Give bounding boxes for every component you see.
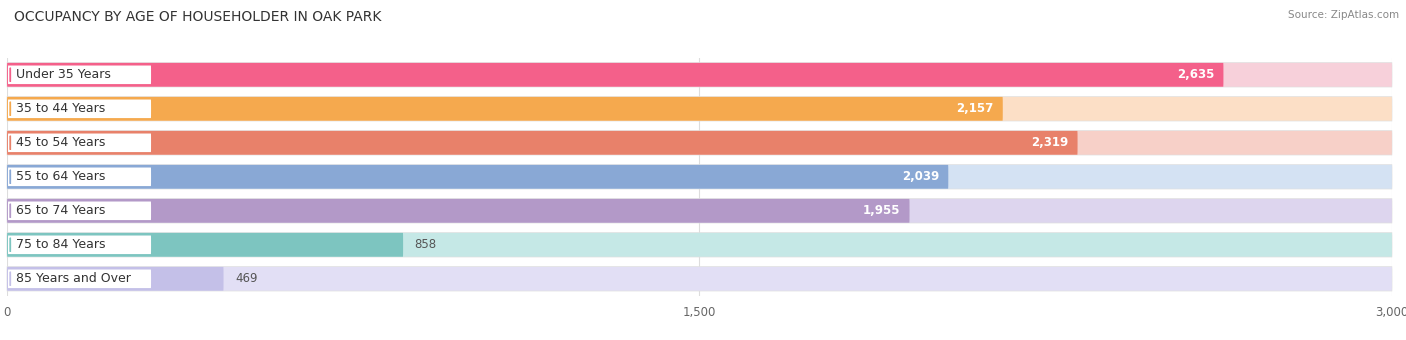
FancyBboxPatch shape bbox=[8, 66, 150, 84]
FancyBboxPatch shape bbox=[8, 270, 150, 288]
Text: 2,157: 2,157 bbox=[956, 102, 994, 115]
FancyBboxPatch shape bbox=[7, 165, 1392, 189]
FancyBboxPatch shape bbox=[7, 165, 948, 189]
FancyBboxPatch shape bbox=[8, 202, 150, 220]
FancyBboxPatch shape bbox=[7, 63, 1392, 87]
FancyBboxPatch shape bbox=[7, 199, 910, 223]
FancyBboxPatch shape bbox=[8, 168, 150, 186]
FancyBboxPatch shape bbox=[7, 232, 1392, 257]
FancyBboxPatch shape bbox=[8, 134, 150, 152]
Text: 858: 858 bbox=[415, 238, 437, 251]
Text: 85 Years and Over: 85 Years and Over bbox=[15, 272, 131, 285]
FancyBboxPatch shape bbox=[7, 97, 1392, 121]
Text: 469: 469 bbox=[235, 272, 257, 285]
Text: 1,955: 1,955 bbox=[863, 204, 900, 217]
FancyBboxPatch shape bbox=[7, 233, 404, 257]
FancyBboxPatch shape bbox=[7, 62, 1392, 87]
Text: 2,039: 2,039 bbox=[901, 170, 939, 183]
Text: 55 to 64 Years: 55 to 64 Years bbox=[15, 170, 105, 183]
FancyBboxPatch shape bbox=[7, 63, 1223, 87]
Text: Under 35 Years: Under 35 Years bbox=[15, 68, 111, 81]
Text: Source: ZipAtlas.com: Source: ZipAtlas.com bbox=[1288, 10, 1399, 20]
Text: 75 to 84 Years: 75 to 84 Years bbox=[15, 238, 105, 251]
FancyBboxPatch shape bbox=[7, 267, 1392, 291]
FancyBboxPatch shape bbox=[7, 96, 1392, 121]
Text: 2,319: 2,319 bbox=[1031, 136, 1069, 149]
FancyBboxPatch shape bbox=[7, 198, 1392, 223]
FancyBboxPatch shape bbox=[7, 233, 1392, 257]
FancyBboxPatch shape bbox=[8, 236, 150, 254]
FancyBboxPatch shape bbox=[7, 131, 1392, 155]
FancyBboxPatch shape bbox=[7, 97, 1002, 121]
Text: 65 to 74 Years: 65 to 74 Years bbox=[15, 204, 105, 217]
Text: 2,635: 2,635 bbox=[1177, 68, 1215, 81]
FancyBboxPatch shape bbox=[7, 131, 1077, 155]
Text: 45 to 54 Years: 45 to 54 Years bbox=[15, 136, 105, 149]
FancyBboxPatch shape bbox=[7, 267, 224, 291]
FancyBboxPatch shape bbox=[7, 164, 1392, 189]
Text: 35 to 44 Years: 35 to 44 Years bbox=[15, 102, 105, 115]
FancyBboxPatch shape bbox=[7, 266, 1392, 291]
Text: OCCUPANCY BY AGE OF HOUSEHOLDER IN OAK PARK: OCCUPANCY BY AGE OF HOUSEHOLDER IN OAK P… bbox=[14, 10, 381, 24]
FancyBboxPatch shape bbox=[8, 100, 150, 118]
FancyBboxPatch shape bbox=[7, 199, 1392, 223]
FancyBboxPatch shape bbox=[7, 130, 1392, 155]
